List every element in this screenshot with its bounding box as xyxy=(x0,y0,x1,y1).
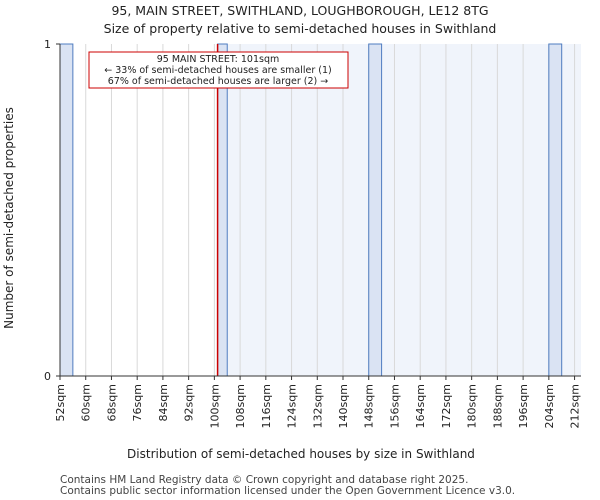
x-axis-label: Distribution of semi-detached houses by … xyxy=(127,447,475,461)
x-tick-label-204sqm: 204sqm xyxy=(543,384,556,428)
x-tick-label-188sqm: 188sqm xyxy=(491,384,504,428)
marker-annotation: 95 MAIN STREET: 101sqm ← 33% of semi-det… xyxy=(88,51,349,89)
x-tick-label-84sqm: 84sqm xyxy=(157,384,170,421)
x-tick-label-196sqm: 196sqm xyxy=(517,384,530,428)
annotation-line-3: 67% of semi-detached houses are larger (… xyxy=(108,76,328,87)
y-tick-label-0: 0 xyxy=(44,370,51,383)
x-tick-label-212sqm: 212sqm xyxy=(569,384,582,428)
x-tick-label-164sqm: 164sqm xyxy=(414,384,427,428)
x-tick-label-132sqm: 132sqm xyxy=(311,384,324,428)
x-tick-label-148sqm: 148sqm xyxy=(363,384,376,428)
larger-region-shade xyxy=(217,44,581,376)
x-tick-label-100sqm: 100sqm xyxy=(208,384,221,428)
x-tick-label-60sqm: 60sqm xyxy=(80,384,93,421)
x-tick-label-76sqm: 76sqm xyxy=(131,384,144,421)
x-tick-label-68sqm: 68sqm xyxy=(105,384,118,421)
annotation-line-2: ← 33% of semi-detached houses are smalle… xyxy=(104,65,332,76)
x-tick-label-124sqm: 124sqm xyxy=(286,384,299,428)
y-axis-label: Number of semi-detached properties xyxy=(2,107,16,329)
y-tick-label-1: 1 xyxy=(44,38,51,51)
annotation-box xyxy=(88,51,349,89)
bar-148 xyxy=(368,43,383,377)
x-tick-label-92sqm: 92sqm xyxy=(183,384,196,421)
bar-204 xyxy=(548,43,563,377)
x-tick-label-140sqm: 140sqm xyxy=(337,384,350,428)
footer-line-1: Contains HM Land Registry data © Crown c… xyxy=(60,474,469,486)
x-tick-label-116sqm: 116sqm xyxy=(260,384,273,428)
bar-52 xyxy=(59,43,74,377)
x-tick-label-172sqm: 172sqm xyxy=(440,384,453,428)
footer-line-2: Contains public sector information licen… xyxy=(60,485,516,497)
chart-title: 95, MAIN STREET, SWITHLAND, LOUGHBOROUGH… xyxy=(111,3,489,18)
chart-subtitle: Size of property relative to semi-detach… xyxy=(103,21,497,36)
annotation-line-1: 95 MAIN STREET: 101sqm xyxy=(157,54,280,65)
x-tick-label-180sqm: 180sqm xyxy=(466,384,479,428)
x-tick-label-108sqm: 108sqm xyxy=(234,384,247,428)
bar-101 xyxy=(217,43,228,377)
x-tick-label-52sqm: 52sqm xyxy=(54,384,67,421)
x-tick-label-156sqm: 156sqm xyxy=(388,384,401,428)
